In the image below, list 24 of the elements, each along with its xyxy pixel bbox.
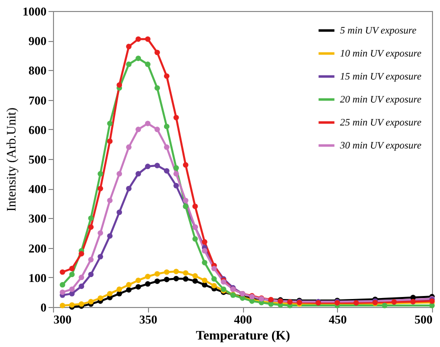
y-tick-label: 600 xyxy=(28,122,46,137)
x-tick-label: 450 xyxy=(328,312,347,326)
y-tick-label: 500 xyxy=(28,152,46,166)
legend-label: 20 min UV exposure xyxy=(340,94,422,106)
x-axis-title: Temperature (K) xyxy=(196,328,290,342)
legend-label: 15 min UV exposure xyxy=(340,72,422,82)
y-tick-label: 100 xyxy=(28,270,46,285)
y-tick-label: 0 xyxy=(40,300,46,314)
y-axis-title: Intensity (Arb.Unit) xyxy=(4,108,18,212)
legend-label: 5 min UV exposure xyxy=(340,26,417,36)
y-tick-label: 900 xyxy=(28,34,46,48)
x-tick-label: 300 xyxy=(54,312,72,326)
y-tick-label: 1000 xyxy=(22,4,46,18)
y-tick-label: 200 xyxy=(28,241,46,256)
legend-label: 25 min UV exposure xyxy=(340,118,422,128)
y-tick-label: 300 xyxy=(28,212,46,226)
x-tick-label: 400 xyxy=(234,312,252,326)
x-tick-label: 350 xyxy=(139,312,158,326)
y-tick-label: 400 xyxy=(28,182,46,196)
y-tick-label: 800 xyxy=(28,64,46,78)
legend-label: 30 min UV exposure xyxy=(339,140,422,152)
x-tick-label: 500 xyxy=(414,312,432,326)
legend-label: 10 min UV exposure xyxy=(340,48,422,60)
y-tick-label: 700 xyxy=(28,93,46,108)
